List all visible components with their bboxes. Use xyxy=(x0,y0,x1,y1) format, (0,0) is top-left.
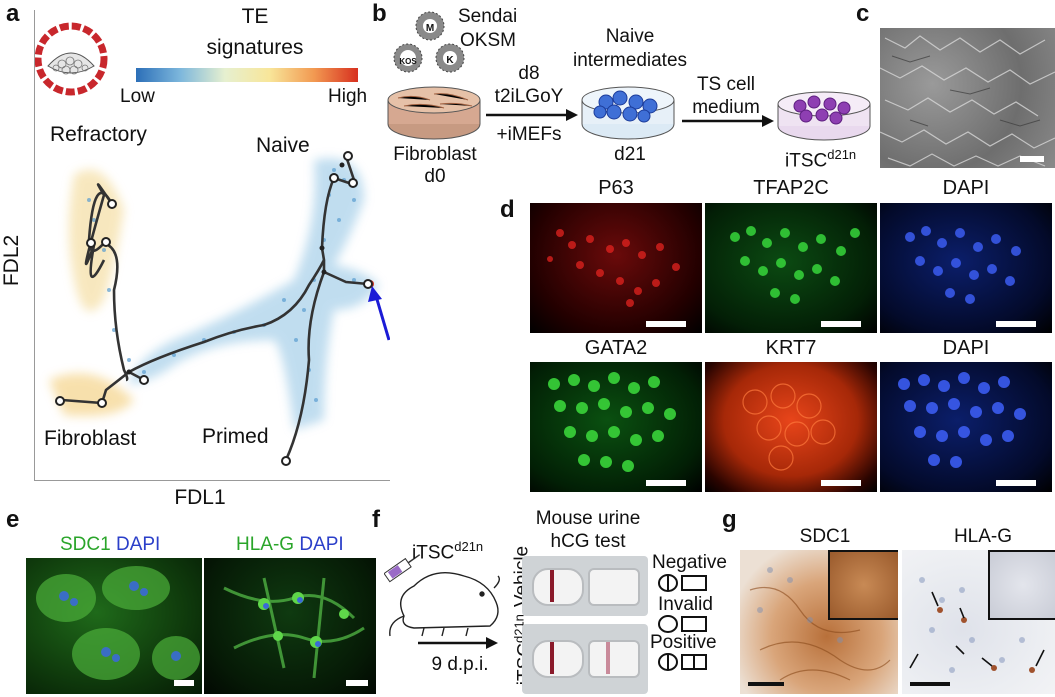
image-krt7 xyxy=(705,362,877,492)
scale-bar-d5 xyxy=(821,480,861,486)
f-title-2: hCG test xyxy=(550,531,626,552)
d0-label: d0 xyxy=(424,166,446,187)
label-refractory: Refractory xyxy=(50,123,147,146)
d21-label: d21 xyxy=(614,144,646,165)
blastocyst-icon xyxy=(34,22,108,96)
virus-kos: KOS xyxy=(399,57,417,66)
step1-t2ilgoy: t2iLGoY xyxy=(494,86,564,107)
panel-label-b: b xyxy=(372,0,387,27)
panel-label-e: e xyxy=(6,506,20,533)
legend-invalid-icon xyxy=(658,615,707,633)
arrow-step2 xyxy=(682,115,774,127)
itsc-label: iTSCd21n xyxy=(785,147,857,172)
e-right-caption: HLA-G DAPI xyxy=(236,534,344,555)
inset-hlag xyxy=(988,550,1055,620)
f-dpi-label: 9 d.p.i. xyxy=(431,654,489,675)
legend-negative-icon xyxy=(658,574,707,592)
panel-label-c: c xyxy=(856,0,870,27)
image-tfap2c xyxy=(705,203,877,333)
virus-m: M xyxy=(425,23,435,34)
d-label-krt7: KRT7 xyxy=(765,337,817,359)
d-label-gata2: GATA2 xyxy=(584,337,648,359)
test-strip-vehicle xyxy=(522,556,648,616)
scale-bar-d2 xyxy=(821,321,861,327)
colorbar-high-label: High xyxy=(328,86,368,107)
d-label-dapi-2: DAPI xyxy=(942,337,990,359)
scale-bar-e1 xyxy=(174,680,194,686)
scale-bar-g2 xyxy=(910,682,950,686)
legend-negative: Negative xyxy=(652,552,727,573)
colorbar xyxy=(136,68,358,82)
step1-imefs: +iMEFs xyxy=(496,124,562,145)
scale-bar-d3 xyxy=(996,321,1036,327)
scale-bar-d4 xyxy=(646,480,686,486)
image-gata2 xyxy=(530,362,702,492)
scale-bar-e2 xyxy=(346,680,368,686)
label-naive: Naive xyxy=(256,134,310,157)
trajectory-plot xyxy=(49,151,390,466)
x-axis-label: FDL1 xyxy=(174,486,226,509)
image-sdc1-dapi xyxy=(26,558,202,694)
y-axis-label: FDL2 xyxy=(0,234,24,287)
blue-arrow xyxy=(368,286,390,341)
arrow-step1 xyxy=(486,109,578,121)
inset-sdc1 xyxy=(828,550,898,620)
test-strip-itsc xyxy=(522,624,648,694)
naive-dish xyxy=(581,86,675,140)
g-label-hlag: HLA-G xyxy=(953,526,1013,547)
itsc-dish xyxy=(777,91,871,141)
image-ihc-hlag xyxy=(902,550,1055,694)
legend-positive-icon xyxy=(658,653,707,671)
fibroblast-dish xyxy=(387,86,481,140)
arrow-9dpi xyxy=(418,637,498,649)
image-dapi-1 xyxy=(880,203,1052,333)
oksm-label: OKSM xyxy=(460,30,516,51)
f-title-1: Mouse urine xyxy=(535,508,641,529)
f-itsc-label: iTSCd21n xyxy=(412,539,484,564)
mouse-injection-icon xyxy=(384,554,501,637)
x-axis xyxy=(34,480,390,481)
d-label-dapi-1: DAPI xyxy=(942,177,990,199)
y-axis xyxy=(34,10,35,480)
step2-ts-cell: TS cell xyxy=(696,74,756,95)
colorbar-title-2: signatures xyxy=(206,36,304,59)
sendai-label: Sendai xyxy=(458,6,518,27)
image-hlag-dapi xyxy=(204,558,376,694)
fibroblast-label: Fibroblast xyxy=(393,144,477,165)
panel-label-g: g xyxy=(722,506,737,533)
image-dapi-2 xyxy=(880,362,1052,492)
scale-bar-g1 xyxy=(748,682,784,686)
g-label-sdc1: SDC1 xyxy=(799,526,851,547)
naive-label-1: Naive xyxy=(605,26,655,47)
d-label-tfap2c: TFAP2C xyxy=(753,177,829,199)
scale-bar-d1 xyxy=(646,321,686,327)
scale-bar-c xyxy=(1020,156,1044,162)
virus-k: K xyxy=(446,55,454,66)
legend-positive: Positive xyxy=(650,632,717,653)
label-fibroblast: Fibroblast xyxy=(44,427,137,450)
image-ihc-sdc1 xyxy=(740,550,898,694)
label-primed: Primed xyxy=(202,425,269,448)
step1-d8: d8 xyxy=(518,63,540,84)
trajectory-nodes xyxy=(55,151,373,466)
phase-contrast-image xyxy=(880,28,1055,168)
e-left-caption: SDC1 DAPI xyxy=(60,534,161,555)
naive-label-2: intermediates xyxy=(572,50,688,71)
panel-label-d: d xyxy=(500,196,515,223)
panel-label-a: a xyxy=(6,0,20,27)
scale-bar-d6 xyxy=(996,480,1036,486)
d-label-p63: P63 xyxy=(598,177,634,199)
legend-invalid: Invalid xyxy=(658,594,713,615)
panel-label-f: f xyxy=(372,506,380,533)
sendai-virus-icons xyxy=(393,11,465,73)
step2-medium: medium xyxy=(692,97,760,118)
colorbar-title-1: TE xyxy=(241,5,269,28)
colorbar-low-label: Low xyxy=(120,86,155,107)
image-p63 xyxy=(530,203,702,333)
